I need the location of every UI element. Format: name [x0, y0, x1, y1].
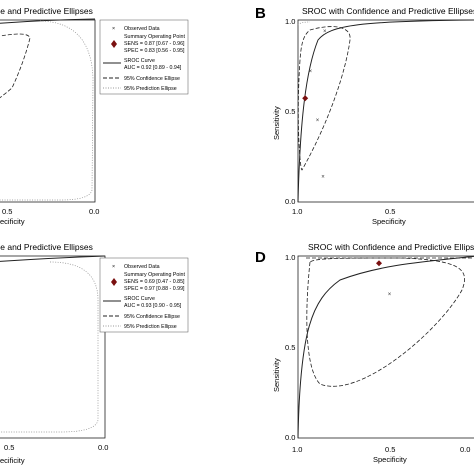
panel-a: ce and Predictive Ellipses ×× 0.5 0.0 ec…: [0, 6, 189, 226]
legend-sroc: SROC Curve: [124, 296, 155, 302]
sroc-curve: [0, 255, 106, 262]
panel-d: D SROC with Confidence and Predictive El…: [255, 242, 474, 464]
panel-c-xlabel: ecificity: [0, 456, 25, 465]
panel-a-title: ce and Predictive Ellipses: [0, 6, 93, 16]
prediction-ellipse: [0, 261, 99, 433]
confidence-ellipse: [0, 33, 31, 99]
observed-point: ×: [321, 175, 325, 181]
legend-observed-marker: ×: [112, 264, 115, 270]
legend-auc: AUC = 0.93 [0.90 - 0.95]: [124, 303, 182, 309]
panel-b-xtick: 1.0: [292, 207, 302, 216]
legend-summary-marker: [111, 278, 117, 286]
panel-a-frame: [0, 19, 96, 203]
legend-spec: SPEC = 0.97 [0.88 - 0.99]: [124, 286, 185, 292]
panel-b-letter: B: [255, 5, 266, 22]
panel-d-frame: [297, 255, 474, 439]
observed-point: ×: [323, 29, 327, 35]
panel-a-xtick: 0.0: [89, 207, 99, 216]
panel-b-plot-area: × × × ×: [297, 19, 474, 203]
panel-b: B SROC with Confidence and Predictive El…: [255, 5, 474, 226]
legend-summary: Summary Operating Point: [124, 272, 185, 278]
panel-c-frame: [0, 255, 106, 439]
panel-b-ytick: 0.0: [285, 197, 295, 206]
panel-c: ce and Predictive Ellipses 0.5 0.0 ecifi…: [0, 242, 189, 465]
panel-d-ylabel: Sensitivity: [272, 358, 281, 392]
legend-pred: 95% Prediction Ellipse: [124, 324, 177, 330]
panel-a-legend: × Observed Data Summary Operating Point …: [99, 19, 189, 95]
panel-b-ytick: 0.5: [285, 107, 295, 116]
panel-d-xtick: 1.0: [292, 445, 302, 454]
observed-point: ×: [388, 292, 392, 298]
prediction-ellipse: [0, 20, 94, 201]
legend-sens: SENS = 0.87 [0.67 - 0.96]: [124, 41, 185, 47]
panel-b-xlabel: Specificity: [372, 217, 406, 226]
panel-c-legend: × Observed Data Summary Operating Point …: [99, 257, 189, 333]
panel-a-xtick: 0.5: [2, 207, 12, 216]
panel-d-letter: D: [255, 249, 266, 266]
panel-d-plot-area: ×: [297, 255, 474, 439]
legend-observed-marker: ×: [112, 26, 115, 32]
panel-c-legend-box: [99, 257, 189, 333]
sroc-curve: [0, 18, 96, 24]
legend-sens: SENS = 0.69 [0.47 - 0.85]: [124, 279, 185, 285]
panel-d-xtick: 0.5: [385, 445, 395, 454]
panel-d-xlabel: Specificity: [373, 455, 407, 464]
summary-operating-point: [302, 95, 309, 102]
panel-a-xlabel: ecificity: [0, 217, 25, 226]
legend-conf: 95% Confidence Ellipse: [124, 76, 180, 82]
panel-b-title: SROC with Confidence and Predictive Elli…: [302, 6, 474, 16]
panel-a-plot-area: ××: [0, 18, 96, 201]
panel-b-xtick: 0.5: [385, 207, 395, 216]
prediction-ellipse: [297, 21, 311, 26]
legend-sroc: SROC Curve: [124, 58, 155, 64]
confidence-ellipse: [297, 26, 351, 171]
sroc-curve: [297, 19, 474, 203]
panel-b-ytick: 1.0: [285, 17, 295, 26]
panel-c-xtick: 0.0: [98, 443, 108, 452]
legend-conf: 95% Confidence Ellipse: [124, 314, 180, 320]
legend-auc: AUC = 0.92 [0.89 - 0.94]: [124, 65, 182, 71]
panel-a-legend-box: [99, 19, 189, 95]
panel-b-ylabel: Sensitivity: [272, 106, 281, 140]
confidence-ellipse: [306, 257, 465, 387]
panel-c-title: ce and Predictive Ellipses: [0, 242, 93, 252]
panel-d-ytick: 1.0: [285, 253, 295, 262]
observed-point: ×: [309, 69, 313, 75]
legend-summary: Summary Operating Point: [124, 34, 185, 40]
legend-observed: Observed Data: [124, 264, 160, 270]
legend-pred: 95% Prediction Ellipse: [124, 86, 177, 92]
panel-d-xtick: 0.0: [460, 445, 470, 454]
panel-c-xtick: 0.5: [4, 443, 14, 452]
panel-d-ytick: 0.0: [285, 433, 295, 442]
panel-c-plot-area: [0, 255, 106, 433]
panel-d-ytick: 0.5: [285, 343, 295, 352]
sroc-curve: [297, 255, 474, 439]
panel-d-title: SROC with Confidence and Predictive Elli…: [308, 242, 474, 252]
legend-spec: SPEC = 0.83 [0.56 - 0.95]: [124, 48, 185, 54]
legend-summary-marker: [111, 40, 117, 48]
summary-operating-point: [376, 260, 382, 267]
observed-point: ×: [316, 118, 320, 124]
legend-observed: Observed Data: [124, 26, 160, 32]
